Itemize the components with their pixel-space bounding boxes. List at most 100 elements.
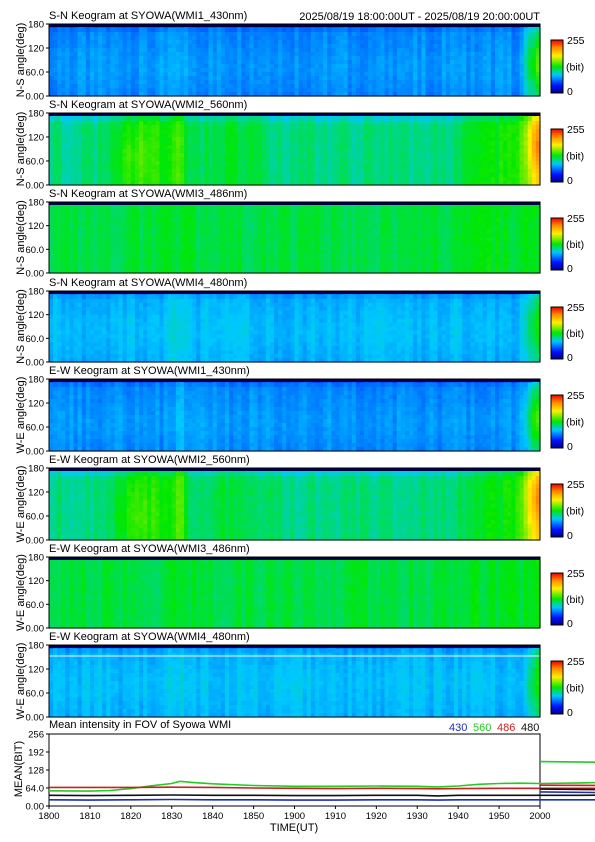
mean-intensity-panel: Mean intensity in FOV of Syowa WMI 430 5…: [13, 719, 595, 834]
keogram-panel: E-W Keogram at SYOWA(WMI4_480nm) 180 120 60…: [15, 631, 585, 724]
colorbar-min-label: 0: [567, 618, 573, 630]
y-tick-label: 120: [28, 488, 44, 499]
mean-x-tick-label: 1850: [243, 811, 264, 822]
y-tick-label: 120: [28, 44, 44, 55]
colorbar: [550, 483, 564, 538]
mean-x-tick-label: 2000: [529, 811, 550, 822]
mean-x-tick-label: 1900: [284, 811, 305, 822]
colorbar: [550, 394, 564, 449]
colorbar-unit-label: (bit): [566, 506, 584, 518]
y-tick-label: 60.0: [26, 334, 45, 345]
keogram-title: E-W Keogram at SYOWA(WMI1_430nm): [49, 365, 250, 377]
colorbar-max-label: 255: [567, 35, 585, 47]
keogram-panels: S-N Keogram at SYOWA(WMI1_430nm) 180 120 60…: [15, 10, 585, 724]
colorbar-max-label: 255: [567, 390, 585, 402]
colorbar-min-label: 0: [567, 175, 573, 187]
keogram-y-axis-label: W-E angle(deg): [15, 643, 27, 720]
colorbar-max-label: 255: [567, 124, 585, 136]
colorbar-unit-label: (bit): [566, 683, 584, 695]
y-tick-label: 120: [28, 665, 44, 676]
keogram-title: E-W Keogram at SYOWA(WMI3_486nm): [49, 543, 250, 555]
y-tick-label: 180: [28, 553, 44, 564]
mean-x-tick-label: 1800: [38, 811, 59, 822]
y-tick-label: 60.0: [26, 512, 45, 523]
keogram-frame: [48, 23, 541, 97]
y-tick-label: 60.0: [26, 157, 45, 168]
legend-430: 430: [449, 722, 467, 734]
mean-x-axis-label: TIME(UT): [270, 822, 318, 834]
y-tick-label: 120: [28, 221, 44, 232]
y-tick-label: 180: [28, 198, 44, 209]
mean-y-axis-label: MEAN(BIT): [13, 741, 25, 797]
colorbar-max-label: 255: [567, 213, 585, 225]
y-tick-label: 0.00: [26, 713, 45, 724]
mean-x-tick-label: 1940: [448, 811, 469, 822]
mean-y-tick-label: 0.00: [26, 802, 45, 813]
colorbar-min-label: 0: [567, 441, 573, 453]
keogram-panel: S-N Keogram at SYOWA(WMI1_430nm) 180 120 60…: [15, 10, 585, 103]
keogram-frame: [48, 644, 541, 718]
mean-plot-frame: [48, 733, 541, 807]
y-tick-label: 0.00: [26, 624, 45, 635]
y-tick-label: 0.00: [26, 181, 45, 192]
keogram-y-axis-label: N-S angle(deg): [15, 23, 27, 98]
mean-panel-title: Mean intensity in FOV of Syowa WMI: [49, 719, 231, 731]
y-tick-label: 120: [28, 576, 44, 587]
legend-486: 486: [497, 722, 515, 734]
series-line-480: [48, 788, 595, 797]
mean-y-ticks: 256 192 128 64.0 0.00: [26, 730, 49, 813]
colorbar: [550, 128, 564, 183]
keogram-heatmap: [49, 24, 541, 97]
y-tick-label: 0.00: [26, 536, 45, 547]
colorbar-unit-label: (bit): [566, 239, 584, 251]
keogram-heatmap: [49, 557, 541, 629]
mean-x-tick-label: 1830: [161, 811, 182, 822]
keogram-y-axis-label: N-S angle(deg): [15, 200, 27, 275]
y-tick-label: 180: [28, 375, 44, 386]
keogram-title: S-N Keogram at SYOWA(WMI3_486nm): [49, 188, 247, 200]
colorbar-unit-label: (bit): [566, 62, 584, 74]
colorbar-min-label: 0: [567, 86, 573, 98]
keogram-title: S-N Keogram at SYOWA(WMI4_480nm): [49, 277, 247, 289]
mean-x-tick-label: 1820: [120, 811, 141, 822]
keogram-frame: [48, 290, 541, 363]
mean-x-tick-label: 1950: [489, 811, 510, 822]
keogram-panel: E-W Keogram at SYOWA(WMI3_486nm) 180 120 60…: [15, 543, 585, 635]
colorbar-unit-label: (bit): [566, 151, 584, 163]
colorbar: [550, 217, 564, 271]
keogram-frame: [48, 112, 541, 186]
y-tick-label: 0.00: [26, 269, 45, 280]
keogram-frame: [48, 556, 541, 629]
y-tick-label: 180: [28, 20, 44, 31]
colorbar: [550, 572, 564, 626]
keogram-heatmap: [49, 202, 541, 274]
y-tick-label: 60.0: [26, 68, 45, 79]
mean-x-tick-label: 1810: [79, 811, 100, 822]
series-line-486: [49, 784, 595, 790]
colorbar-unit-label: (bit): [566, 594, 584, 606]
colorbar: [550, 306, 564, 360]
keogram-y-axis-label: N-S angle(deg): [15, 289, 27, 364]
colorbar-max-label: 255: [567, 479, 585, 491]
keogram-heatmap: [49, 379, 541, 452]
y-tick-label: 180: [28, 641, 44, 652]
keogram-panel: S-N Keogram at SYOWA(WMI2_560nm) 180 120 60…: [15, 99, 585, 192]
legend-560: 560: [473, 722, 491, 734]
colorbar-min-label: 0: [567, 263, 573, 275]
series-line-560: [48, 760, 595, 792]
keogram-title: S-N Keogram at SYOWA(WMI1_430nm): [49, 10, 247, 22]
legend-480: 480: [521, 722, 539, 734]
keogram-heatmap: [49, 645, 541, 718]
keogram-title: E-W Keogram at SYOWA(WMI4_480nm): [49, 631, 250, 643]
colorbar-unit-label: (bit): [566, 417, 584, 429]
keogram-frame: [48, 378, 541, 452]
series-line-430: [48, 791, 595, 801]
y-tick-label: 60.0: [26, 423, 45, 434]
y-tick-label: 180: [28, 464, 44, 475]
y-tick-label: 180: [28, 287, 44, 298]
keogram-panel: E-W Keogram at SYOWA(WMI1_430nm) 180 120 60…: [15, 365, 585, 458]
colorbar-max-label: 255: [567, 656, 585, 668]
mean-x-ticks: 1800 1810 1820 1830 1840 1850 1900 1910 1920 1930…: [38, 806, 551, 822]
colorbar-unit-label: (bit): [566, 328, 584, 340]
y-tick-label: 0.00: [26, 447, 45, 458]
